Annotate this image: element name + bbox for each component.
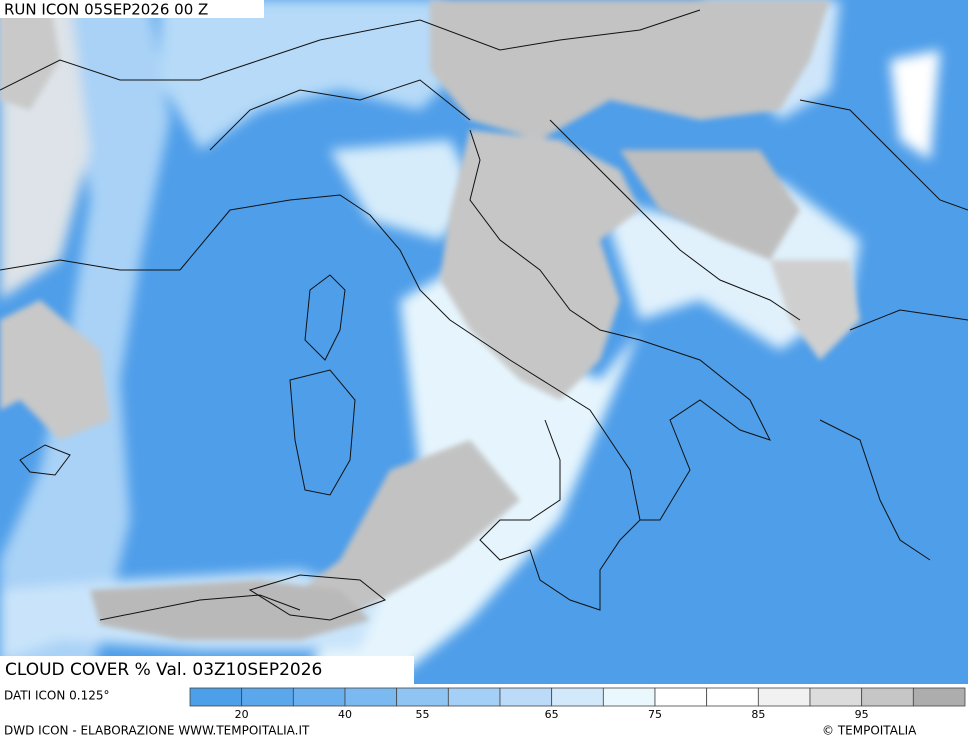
run-label-box	[0, 0, 264, 18]
color-swatch	[447, 687, 501, 707]
color-swatch	[241, 687, 294, 707]
legend-tick-label: 40	[338, 708, 352, 721]
map: RUN ICON 05SEP2026 00 Z CLOUD COVER % Va…	[0, 0, 968, 684]
color-swatch	[602, 687, 656, 707]
color-swatch	[396, 687, 449, 707]
credit: DWD ICON - ELABORAZIONE WWW.TEMPOITALIA.…	[4, 724, 310, 738]
legend-tick-label: 85	[751, 708, 765, 721]
legend-label: DATI ICON 0.125°	[4, 689, 110, 703]
map-title: CLOUD COVER % Val. 03Z10SEP2026	[5, 660, 322, 680]
color-swatch	[706, 687, 759, 707]
legend-tick-label: 55	[416, 708, 430, 721]
copyright: © TEMPOITALIA	[822, 724, 917, 738]
coastlines	[0, 9, 968, 621]
color-swatch	[809, 687, 863, 707]
run-label: RUN ICON 05SEP2026 00 Z	[4, 1, 208, 19]
color-swatch	[189, 687, 243, 707]
color-swatch	[499, 687, 553, 707]
legend-tick-label: 65	[545, 708, 559, 721]
color-scale: 20 40 55 65 75 85 95	[189, 687, 966, 721]
color-swatch	[757, 687, 811, 707]
legend-tick-label: 75	[648, 708, 662, 721]
legend-tick-label: 20	[235, 708, 249, 721]
color-swatch	[551, 687, 604, 707]
cloud-field-gray	[0, 0, 860, 640]
color-swatch	[344, 687, 398, 707]
color-swatch	[861, 687, 914, 707]
title-box	[0, 656, 414, 684]
color-swatch	[292, 687, 346, 707]
color-swatch	[654, 687, 708, 707]
legend-tick-label: 95	[855, 708, 869, 721]
color-swatch	[912, 687, 966, 707]
